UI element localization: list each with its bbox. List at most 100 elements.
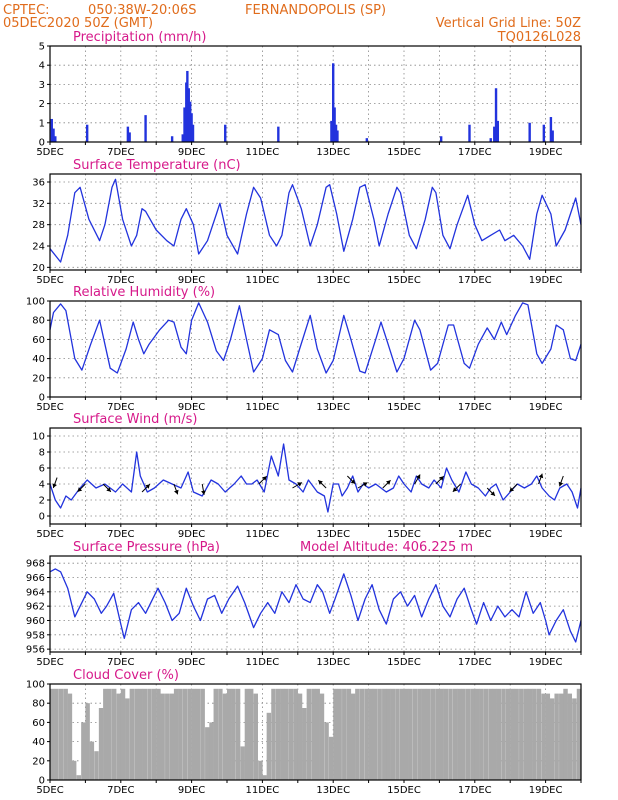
xtick-label: 5DEC <box>36 785 63 796</box>
xtick-label: 17DEC <box>458 785 492 796</box>
cloud-bar <box>567 693 572 780</box>
cloud-bar <box>523 688 529 780</box>
cloud-bar <box>231 688 236 780</box>
cloud-bar <box>408 688 413 780</box>
cloud-bar <box>205 727 210 780</box>
cloud-bar <box>151 688 157 780</box>
cloud-bar <box>439 688 444 780</box>
panel-rh-grid <box>50 301 581 397</box>
cloud-bar <box>417 688 422 780</box>
cloud-bar <box>253 693 258 780</box>
panel-cloud-yaxis: 0 20 40 60 80 100 <box>26 680 50 787</box>
wind-arrow-head <box>416 474 421 480</box>
cloud-bar <box>448 688 453 780</box>
precip-bar <box>489 138 492 142</box>
panel-cloud-xaxis: 5DEC 7DEC 9DEC 11DEC 13DEC 15DEC 17DEC 19DEC <box>36 780 582 796</box>
panel-rh-yaxis: 0 20 40 60 80 100 <box>26 297 50 404</box>
ytick-label: 958 <box>26 630 45 641</box>
panel-temp: 20 24 28 32 36 5DEC 7DEC 9DEC 11DEC 13DEC 15DEC 17D… <box>32 158 582 286</box>
cloud-bar <box>545 693 551 780</box>
ytick-label: 80 <box>32 699 45 710</box>
cloud-bar <box>147 688 152 780</box>
cloud-bar <box>240 746 245 780</box>
ytick-label: 0 <box>39 393 45 404</box>
xtick-label: 11DEC <box>246 529 280 540</box>
precip-bar <box>549 117 553 142</box>
panel-precip-data <box>50 63 554 142</box>
wind-arrow <box>141 483 151 493</box>
ytick-label: 2 <box>39 496 45 507</box>
precip-bar <box>493 126 496 142</box>
ytick-label: 80 <box>32 316 45 327</box>
cloud-bar <box>412 688 418 780</box>
ytick-label: 24 <box>32 242 45 253</box>
wind-arrow <box>414 474 421 485</box>
cloud-bar <box>54 688 59 780</box>
xtick-label: 19DEC <box>529 402 563 413</box>
wind-arrow-head <box>318 480 323 485</box>
ytick-label: 32 <box>32 199 45 210</box>
cloud-bar <box>337 688 342 780</box>
wind-arrow <box>435 475 444 485</box>
cloud-bar <box>510 688 515 780</box>
xtick-label: 11DEC <box>246 147 280 158</box>
cloud-bar <box>368 688 374 780</box>
cloud-bar <box>288 688 294 780</box>
xtick-label: 15DEC <box>387 147 421 158</box>
cloud-bar <box>474 688 480 780</box>
precip-bar <box>54 136 57 142</box>
cloud-bar <box>284 688 289 780</box>
xtick-label: 7DEC <box>107 275 134 286</box>
panel-rh-title: Relative Humidity (%) <box>73 285 215 300</box>
precip-bar <box>183 107 186 142</box>
cloud-bar <box>519 688 524 780</box>
panel-precip: 0 1 2 3 4 5 5DEC 7DEC 9DEC 11DEC 13DEC 15DEC 17DEC 19… <box>36 30 582 158</box>
wind-arrow-head <box>52 483 57 488</box>
cloud-bar <box>178 688 183 780</box>
panel-pres-xaxis: 5DEC 7DEC 9DEC 11DEC 13DEC 15DEC 17DEC 19DEC <box>36 652 582 668</box>
ytick-label: 36 <box>32 178 45 189</box>
precip-bar <box>144 115 147 142</box>
xtick-label: 9DEC <box>178 529 205 540</box>
wind-arrow <box>357 482 368 489</box>
xtick-label: 7DEC <box>107 529 134 540</box>
panel-precip-yaxis: 0 1 2 3 4 5 <box>39 42 50 149</box>
xtick-label: 15DEC <box>387 785 421 796</box>
xtick-label: 5DEC <box>36 529 63 540</box>
cloud-bar <box>235 688 241 780</box>
xtick-label: 9DEC <box>178 147 205 158</box>
panel-rh-data <box>49 302 582 374</box>
panel-rh-frame <box>49 300 582 398</box>
panel-temp-xaxis: 5DEC 7DEC 9DEC 11DEC 13DEC 15DEC 17DEC 19DEC <box>36 270 582 286</box>
cloud-bar <box>266 712 272 780</box>
precip-bar <box>186 70 189 142</box>
xtick-label: 15DEC <box>387 529 421 540</box>
wind-arrow-head <box>297 482 303 487</box>
xtick-label: 7DEC <box>107 657 134 668</box>
precip-bar <box>50 118 53 142</box>
cloud-bar <box>213 688 218 780</box>
xtick-label: 13DEC <box>316 657 350 668</box>
wind-arrow-head <box>538 473 544 479</box>
precip-bar <box>494 88 498 142</box>
panel-temp-frame <box>49 173 582 271</box>
cloud-bar <box>160 693 165 780</box>
ytick-label: 28 <box>32 220 45 231</box>
cloud-bar <box>382 688 387 780</box>
wind-arrow <box>509 483 518 493</box>
wind-arrow-head <box>350 479 356 484</box>
panel-pres-frame <box>49 555 582 653</box>
precip-bar <box>551 130 554 142</box>
xtick-label: 9DEC <box>178 275 205 286</box>
panel-wind-title: Surface Wind (m/s) <box>73 412 197 427</box>
cloud-bar <box>182 688 188 780</box>
wind-arrow <box>258 475 267 485</box>
cloud-bar <box>386 688 391 780</box>
cloud-bar <box>280 688 285 780</box>
ytick-label: 960 <box>26 616 45 627</box>
wind-arrow-head <box>262 476 267 481</box>
xtick-label: 5DEC <box>36 147 63 158</box>
cloud-bar <box>549 698 555 780</box>
cloud-bar <box>306 688 312 780</box>
panel-precip-frame <box>49 45 582 143</box>
